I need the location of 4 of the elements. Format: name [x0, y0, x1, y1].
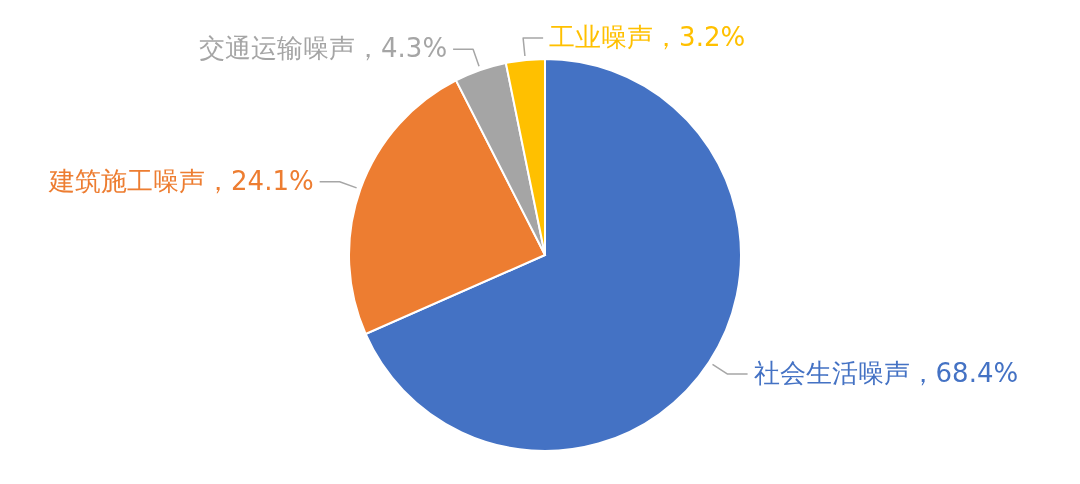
slice-label: 社会生活噪声，68.4%: [753, 358, 1019, 389]
slice-label: 工业噪声，3.2%: [549, 22, 746, 53]
slice-label: 交通运输噪声，4.3%: [199, 33, 448, 64]
slice-label: 建筑施工噪声，24.1%: [48, 165, 314, 196]
